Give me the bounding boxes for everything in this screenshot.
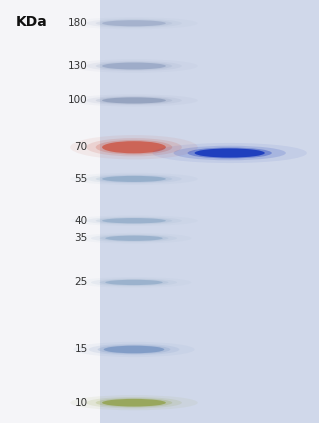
Ellipse shape xyxy=(86,397,182,409)
Ellipse shape xyxy=(96,217,172,224)
Ellipse shape xyxy=(102,141,166,154)
Ellipse shape xyxy=(102,97,166,104)
Ellipse shape xyxy=(100,279,168,286)
Ellipse shape xyxy=(188,148,272,159)
Ellipse shape xyxy=(70,173,198,185)
Ellipse shape xyxy=(96,97,172,104)
Text: 10: 10 xyxy=(75,398,88,408)
Ellipse shape xyxy=(98,345,170,354)
Ellipse shape xyxy=(105,280,163,285)
Ellipse shape xyxy=(152,143,307,163)
Ellipse shape xyxy=(105,236,163,241)
Text: 130: 130 xyxy=(68,61,88,71)
Ellipse shape xyxy=(91,278,177,286)
Ellipse shape xyxy=(102,399,166,407)
Ellipse shape xyxy=(73,342,195,357)
Ellipse shape xyxy=(102,63,166,69)
Ellipse shape xyxy=(86,19,182,28)
Ellipse shape xyxy=(86,174,182,184)
Ellipse shape xyxy=(86,61,182,71)
Ellipse shape xyxy=(91,234,177,242)
Ellipse shape xyxy=(70,135,198,159)
Ellipse shape xyxy=(96,140,172,154)
Ellipse shape xyxy=(96,175,172,183)
Ellipse shape xyxy=(174,146,286,160)
Ellipse shape xyxy=(96,398,172,407)
Ellipse shape xyxy=(96,19,172,27)
Ellipse shape xyxy=(70,94,198,107)
Text: 55: 55 xyxy=(74,174,88,184)
Ellipse shape xyxy=(88,344,179,355)
Ellipse shape xyxy=(195,148,265,157)
Ellipse shape xyxy=(70,59,198,73)
Ellipse shape xyxy=(102,218,166,223)
Ellipse shape xyxy=(100,235,168,242)
Ellipse shape xyxy=(104,346,164,353)
Text: 180: 180 xyxy=(68,18,88,28)
Text: 100: 100 xyxy=(68,96,88,105)
Text: 25: 25 xyxy=(74,277,88,287)
Text: 70: 70 xyxy=(75,142,88,152)
Bar xyxy=(0,0,100,423)
Ellipse shape xyxy=(86,138,182,157)
Text: 15: 15 xyxy=(74,344,88,354)
Ellipse shape xyxy=(86,217,182,225)
Text: 40: 40 xyxy=(75,216,88,226)
Ellipse shape xyxy=(102,20,166,26)
Ellipse shape xyxy=(96,62,172,70)
Text: KDa: KDa xyxy=(16,15,48,29)
Ellipse shape xyxy=(70,395,198,410)
Ellipse shape xyxy=(102,176,166,182)
Ellipse shape xyxy=(86,96,182,105)
Bar xyxy=(100,0,319,423)
Text: 35: 35 xyxy=(74,233,88,243)
